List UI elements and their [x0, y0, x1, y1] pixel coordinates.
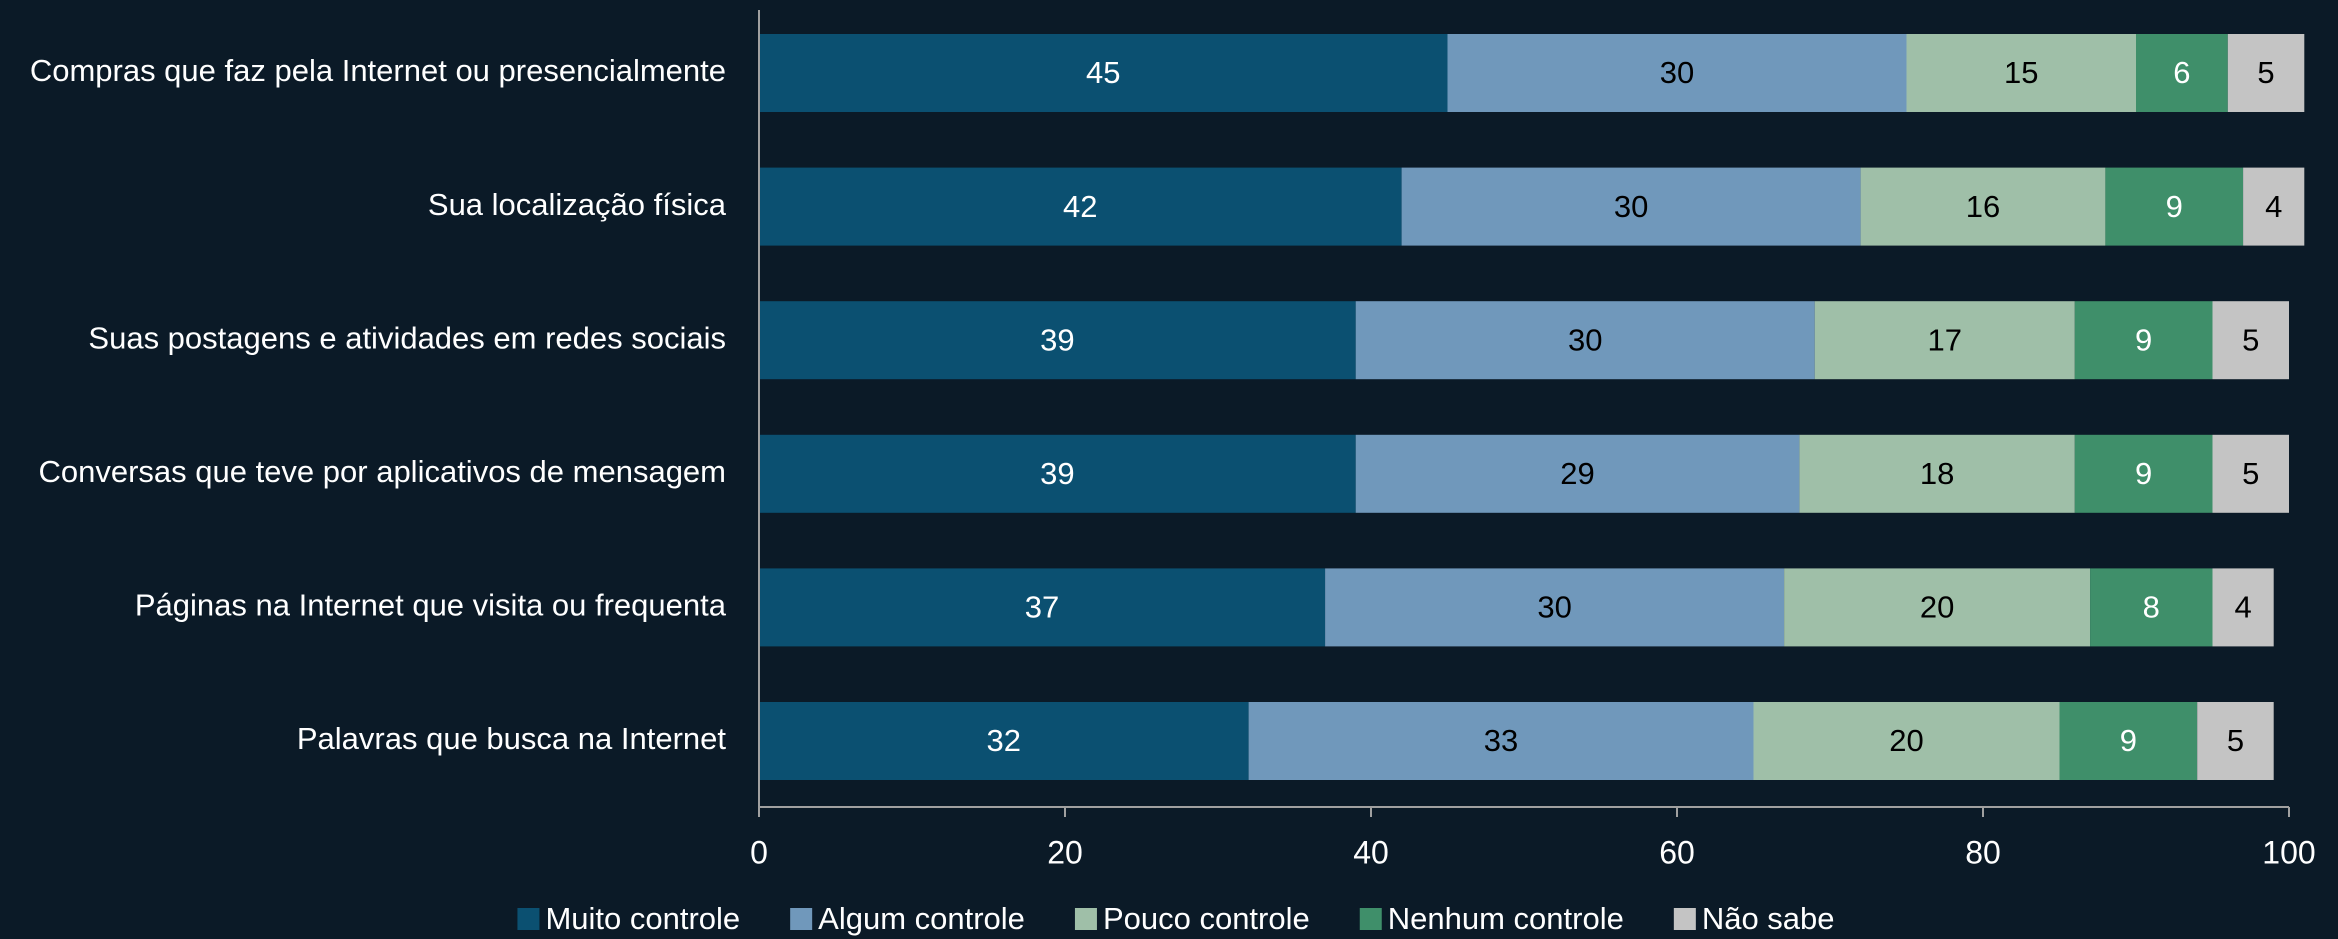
x-tick-label: 0 [750, 834, 768, 870]
bar-segment [2090, 568, 2213, 647]
data-label: 18 [1920, 456, 1954, 491]
data-label: 30 [1568, 322, 1602, 357]
bar-segment [1784, 568, 2091, 647]
data-label: 30 [1614, 189, 1648, 224]
data-label: 42 [1063, 189, 1097, 224]
bar-segment [1447, 34, 1907, 112]
data-label: 20 [1920, 590, 1954, 625]
data-label: 9 [2135, 456, 2152, 491]
bar-segment [1814, 301, 2075, 380]
data-label: 30 [1660, 55, 1694, 90]
data-label: 33 [1484, 723, 1518, 758]
data-label: 9 [2135, 322, 2152, 357]
bar-segment [2105, 167, 2244, 246]
bar-segment [1355, 301, 1815, 380]
bar-segment [2197, 702, 2274, 780]
x-tick-label: 60 [1659, 834, 1695, 870]
data-label: 39 [1040, 322, 1074, 357]
bar-segment [759, 34, 1448, 112]
bar-segment [2212, 568, 2274, 647]
bar-segment [1799, 434, 2075, 513]
bar-segment [2212, 301, 2289, 380]
bar-segment [2136, 34, 2228, 112]
data-label: 45 [1086, 55, 1120, 90]
legend-label: Algum controle [818, 901, 1025, 936]
legend-swatch [517, 908, 540, 930]
legend-swatch [1673, 908, 1696, 930]
data-label: 8 [2143, 590, 2160, 625]
bar-segment [2074, 434, 2213, 513]
data-label: 5 [2257, 55, 2274, 90]
legend-swatch [1359, 908, 1382, 930]
data-label: 9 [2166, 189, 2183, 224]
category-label: Compras que faz pela Internet ou presenc… [30, 53, 726, 88]
data-label: 16 [1966, 189, 2000, 224]
bar-segment [1248, 702, 1754, 780]
legend-label: Não sabe [1702, 901, 1835, 936]
category-label: Páginas na Internet que visita ou freque… [135, 588, 727, 623]
data-label: 39 [1040, 456, 1074, 491]
data-label: 15 [2004, 55, 2038, 90]
data-label: 17 [1928, 322, 1962, 357]
bar-segment [1753, 702, 2060, 780]
bar-segment [2212, 434, 2289, 513]
legend-swatch [790, 908, 813, 930]
bar-segment [2227, 34, 2305, 112]
data-label: 29 [1560, 456, 1594, 491]
data-label: 37 [1025, 590, 1059, 625]
x-tick-label: 80 [1965, 834, 2001, 870]
data-label: 20 [1889, 723, 1923, 758]
legend-swatch [1074, 908, 1097, 930]
legend-label: Nenhum controle [1388, 901, 1624, 936]
bar-segment [759, 702, 1249, 780]
bar-segment [1906, 34, 2136, 112]
bar-segment [1355, 434, 1800, 513]
data-label: 5 [2227, 723, 2244, 758]
bar-segment [2074, 301, 2213, 380]
x-tick-label: 40 [1353, 834, 1389, 870]
category-label: Sua localização física [428, 187, 727, 222]
x-tick-label: 20 [1047, 834, 1083, 870]
legend-label: Muito controle [545, 901, 740, 936]
bar-segment [1860, 167, 2106, 246]
bar-segment [759, 434, 1356, 513]
category-label: Suas postagens e atividades em redes soc… [88, 320, 726, 355]
data-label: 32 [987, 723, 1021, 758]
data-label: 5 [2242, 456, 2259, 491]
data-label: 30 [1537, 590, 1571, 625]
bar-segment [2059, 702, 2198, 780]
category-label: Palavras que busca na Internet [297, 721, 726, 756]
data-label: 5 [2242, 322, 2259, 357]
x-tick-label: 100 [2262, 834, 2315, 870]
bar-segment [759, 167, 1402, 246]
bar-segment [759, 301, 1356, 380]
bar-segment [759, 568, 1326, 647]
legend-label: Pouco controle [1103, 901, 1310, 936]
data-label: 4 [2265, 189, 2282, 224]
data-label: 9 [2120, 723, 2137, 758]
data-label: 4 [2234, 590, 2251, 625]
bar-segment [2243, 167, 2305, 246]
bar-segment [1401, 167, 1861, 246]
bar-segment [1325, 568, 1785, 647]
data-label: 6 [2173, 55, 2190, 90]
category-label: Conversas que teve por aplicativos de me… [38, 454, 726, 489]
